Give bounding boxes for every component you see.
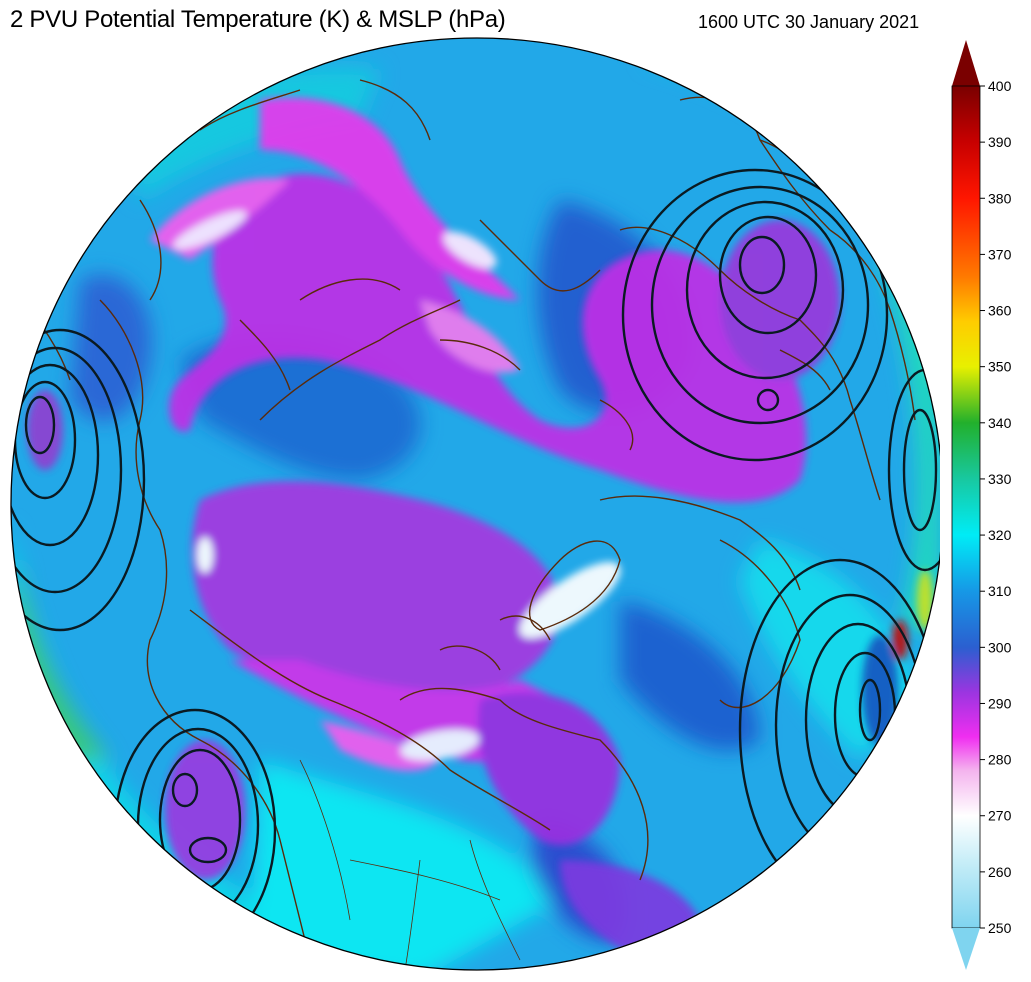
colorbar-max-extension xyxy=(952,40,980,86)
colorbar-tick-label: 390 xyxy=(988,134,1012,150)
colorbar-tick-label: 290 xyxy=(988,695,1012,711)
colorbar-tick-label: 260 xyxy=(988,864,1012,880)
colorbar-tick-label: 380 xyxy=(988,190,1012,206)
polar-map xyxy=(10,37,940,971)
colorbar-tick-label: 370 xyxy=(988,246,1012,262)
colorbar-tick-label: 270 xyxy=(988,808,1012,824)
colorbar-ticks: 250 260 270 280 290 300 310 320 330 340 350 360 370 3… xyxy=(980,78,1012,936)
map-title: 2 PVU Potential Temperature (K) & MSLP (… xyxy=(10,6,506,33)
colorbar-tick-label: 330 xyxy=(988,471,1012,487)
colorbar-tick-label: 250 xyxy=(988,920,1012,936)
colorbar-tick-label: 350 xyxy=(988,359,1012,375)
valid-time-label: 1600 UTC 30 January 2021 xyxy=(698,12,920,32)
colorbar-tick-label: 340 xyxy=(988,415,1012,431)
colorbar-tick-label: 300 xyxy=(988,639,1012,655)
colorbar-tick-label: 400 xyxy=(988,78,1012,94)
colorbar-gradient xyxy=(951,85,981,929)
colorbar-tick-label: 280 xyxy=(988,752,1012,768)
colorbar-tick-label: 360 xyxy=(988,303,1012,319)
colorbar-tick-label: 320 xyxy=(988,527,1012,543)
globe-edge xyxy=(10,37,940,971)
colorbar-tick-label: 310 xyxy=(988,583,1012,599)
colorbar: 250 260 270 280 290 300 310 320 330 340 350 360 370 3… xyxy=(951,40,1012,970)
colorbar-min-extension xyxy=(952,928,980,970)
